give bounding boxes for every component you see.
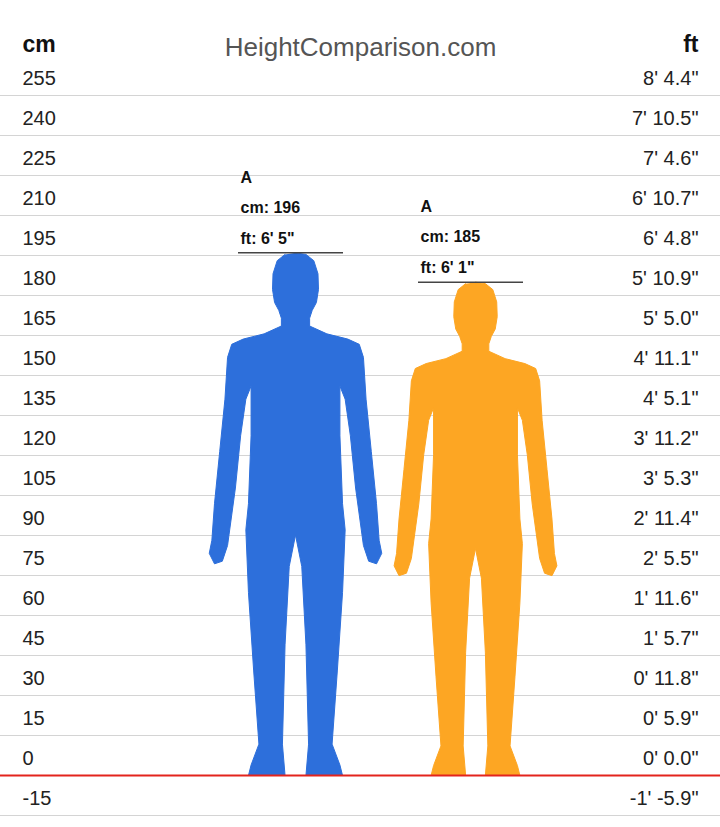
svg-text:195: 195 <box>23 227 56 249</box>
svg-text:255: 255 <box>23 67 56 89</box>
svg-text:1' 5.7": 1' 5.7" <box>643 627 698 649</box>
svg-text:cm: 196: cm: 196 <box>241 199 301 216</box>
svg-text:45: 45 <box>23 627 45 649</box>
svg-text:4' 5.1": 4' 5.1" <box>643 387 698 409</box>
svg-text:ft: 6' 5": ft: 6' 5" <box>241 230 295 247</box>
svg-text:0' 0.0": 0' 0.0" <box>643 747 698 769</box>
svg-text:75: 75 <box>23 547 45 569</box>
svg-text:90: 90 <box>23 507 45 529</box>
svg-text:-1' -5.9": -1' -5.9" <box>630 787 699 809</box>
svg-text:3' 5.3": 3' 5.3" <box>643 467 698 489</box>
svg-text:0: 0 <box>23 747 34 769</box>
svg-text:A: A <box>421 198 433 215</box>
svg-text:cm: cm <box>23 31 56 57</box>
svg-text:ft: ft <box>683 31 699 57</box>
svg-text:6' 10.7": 6' 10.7" <box>632 187 699 209</box>
svg-text:105: 105 <box>23 467 56 489</box>
svg-text:HeightComparison.com: HeightComparison.com <box>225 32 497 62</box>
svg-text:0' 11.8": 0' 11.8" <box>633 667 698 689</box>
svg-text:30: 30 <box>23 667 45 689</box>
svg-text:ft: 6' 1": ft: 6' 1" <box>421 259 475 276</box>
svg-text:15: 15 <box>23 707 45 729</box>
svg-text:60: 60 <box>23 587 45 609</box>
svg-text:A: A <box>241 169 253 186</box>
svg-text:120: 120 <box>23 427 56 449</box>
svg-text:150: 150 <box>23 347 56 369</box>
svg-text:240: 240 <box>23 107 56 129</box>
svg-text:0' 5.9": 0' 5.9" <box>643 707 698 729</box>
svg-text:225: 225 <box>23 147 56 169</box>
svg-text:7' 4.6": 7' 4.6" <box>643 147 698 169</box>
svg-text:6' 4.8": 6' 4.8" <box>643 227 698 249</box>
svg-text:2' 5.5": 2' 5.5" <box>643 547 698 569</box>
svg-text:210: 210 <box>23 187 56 209</box>
svg-text:180: 180 <box>23 267 56 289</box>
svg-text:3' 11.2": 3' 11.2" <box>633 427 698 449</box>
svg-text:1' 11.6": 1' 11.6" <box>633 587 698 609</box>
svg-text:5' 10.9": 5' 10.9" <box>632 267 699 289</box>
svg-text:-15: -15 <box>23 787 52 809</box>
svg-text:5' 5.0": 5' 5.0" <box>643 307 698 329</box>
svg-text:8' 4.4": 8' 4.4" <box>643 67 698 89</box>
svg-text:7' 10.5": 7' 10.5" <box>632 107 699 129</box>
svg-text:165: 165 <box>23 307 56 329</box>
svg-text:cm: 185: cm: 185 <box>421 228 481 245</box>
svg-text:4' 11.1": 4' 11.1" <box>633 347 698 369</box>
svg-text:135: 135 <box>23 387 56 409</box>
svg-text:2' 11.4": 2' 11.4" <box>633 507 698 529</box>
